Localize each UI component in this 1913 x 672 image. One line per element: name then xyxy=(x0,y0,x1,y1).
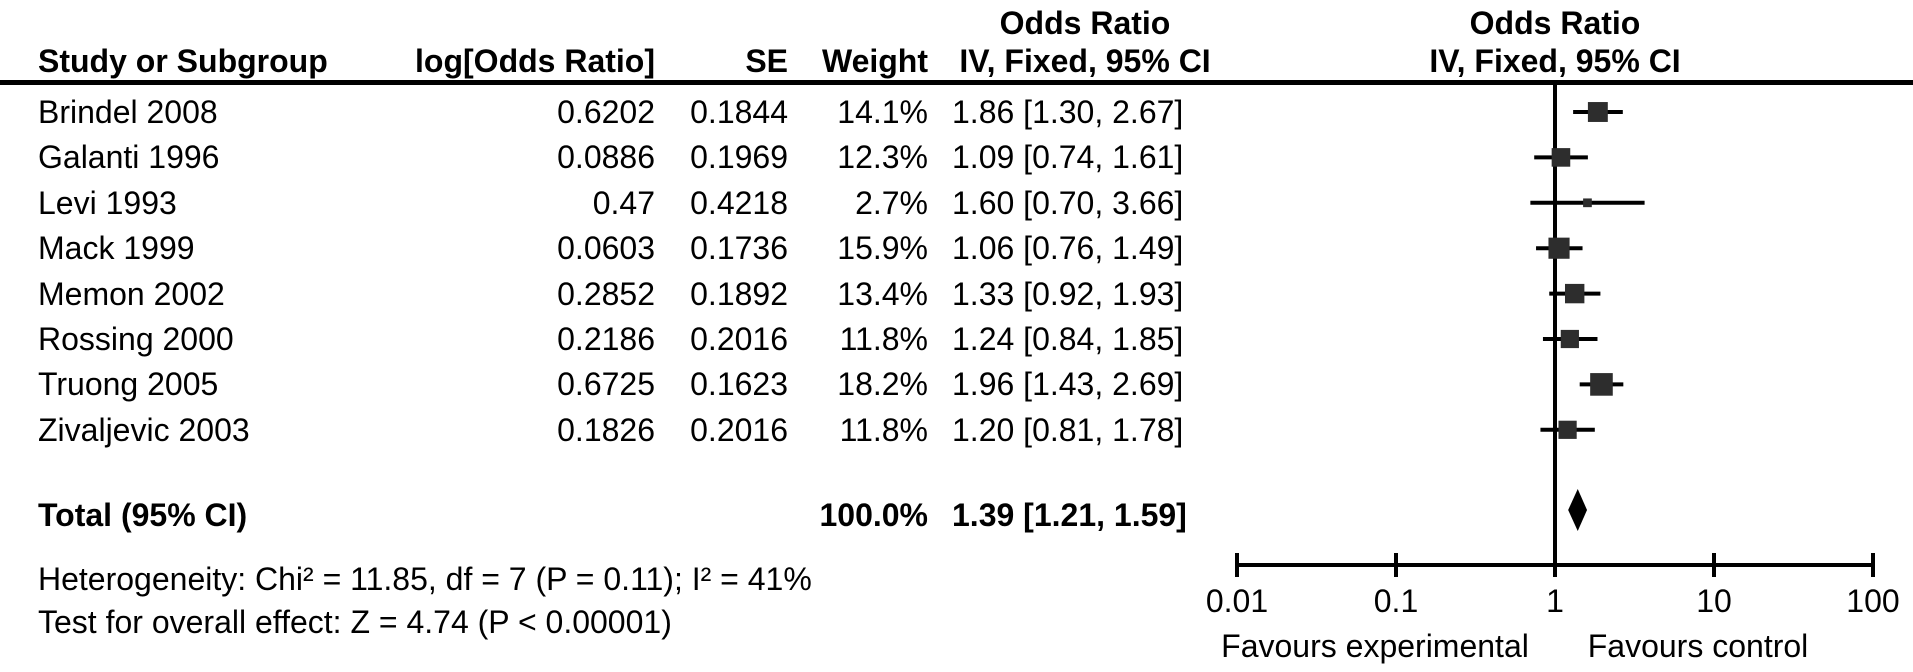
study-log-odds-ratio: 0.6725 xyxy=(557,366,655,403)
study-ci: 1.20 [0.81, 1.78] xyxy=(952,411,1184,448)
study-weight: 11.8% xyxy=(839,321,928,357)
study-row: Rossing 2000 0.2186 0.2016 11.8% 1.24 [0… xyxy=(0,318,1913,360)
odds-ratio-square xyxy=(1590,373,1613,396)
study-name: Rossing 2000 xyxy=(38,321,234,357)
odds-ratio-square xyxy=(1587,102,1608,122)
favours-control-label: Favours control xyxy=(1588,628,1809,664)
study-weight: 14.1% xyxy=(837,94,928,130)
axis-tick-label: 10 xyxy=(1696,583,1732,619)
column-header-weight: Weight xyxy=(821,43,928,79)
column-header-se: SE xyxy=(745,43,788,79)
study-name: Truong 2005 xyxy=(38,366,219,403)
study-weight: 13.4% xyxy=(837,275,928,312)
column-header-ci-text: IV, Fixed, 95% CI xyxy=(959,43,1211,79)
study-se: 0.4218 xyxy=(690,184,788,221)
study-log-odds-ratio: 0.2186 xyxy=(557,321,655,357)
odds-ratio-square xyxy=(1548,237,1570,259)
study-ci: 1.09 [0.74, 1.61] xyxy=(952,139,1184,176)
axis-tick-label: 1 xyxy=(1546,583,1564,619)
study-se: 0.1892 xyxy=(690,275,788,312)
column-header-log-odds-ratio: log[Odds Ratio] xyxy=(415,43,655,79)
axis-tick-label: 0.1 xyxy=(1374,583,1418,619)
study-se: 0.1969 xyxy=(690,139,788,176)
study-weight: 11.8% xyxy=(839,411,928,448)
study-weight: 2.7% xyxy=(855,184,928,221)
study-weight: 18.2% xyxy=(837,366,928,403)
odds-ratio-square xyxy=(1558,420,1577,439)
study-name: Mack 1999 xyxy=(38,230,195,267)
odds-ratio-square xyxy=(1560,329,1579,349)
study-name: Memon 2002 xyxy=(38,275,225,312)
study-row: Mack 1999 0.0603 0.1736 15.9% 1.06 [0.76… xyxy=(0,227,1913,269)
study-name: Brindel 2008 xyxy=(38,94,218,130)
study-row: Zivaljevic 2003 0.1826 0.2016 11.8% 1.20… xyxy=(0,409,1913,451)
total-ci: 1.39 [1.21, 1.59] xyxy=(952,497,1187,533)
total-row: Total (95% CI) 100.0% 1.39 [1.21, 1.59] xyxy=(0,494,1913,536)
total-weight: 100.0% xyxy=(819,497,928,533)
heterogeneity-stats: Heterogeneity: Chi² = 11.85, df = 7 (P =… xyxy=(38,561,812,597)
study-ci: 1.96 [1.43, 2.69] xyxy=(952,366,1184,403)
study-se: 0.2016 xyxy=(690,411,788,448)
study-log-odds-ratio: 0.1826 xyxy=(557,411,655,448)
study-log-odds-ratio: 0.0603 xyxy=(557,230,655,267)
study-ci: 1.86 [1.30, 2.67] xyxy=(952,94,1184,130)
study-log-odds-ratio: 0.0886 xyxy=(557,139,655,176)
study-row: Memon 2002 0.2852 0.1892 13.4% 1.33 [0.9… xyxy=(0,273,1913,315)
favours-experimental-label: Favours experimental xyxy=(1221,628,1529,664)
study-name: Galanti 1996 xyxy=(38,139,220,176)
total-diamond xyxy=(1568,489,1588,531)
study-log-odds-ratio: 0.47 xyxy=(592,184,655,221)
study-se: 0.1736 xyxy=(690,230,788,267)
study-weight: 15.9% xyxy=(837,230,928,267)
overall-effect-stats: Test for overall effect: Z = 4.74 (P < 0… xyxy=(38,604,672,640)
study-ci: 1.24 [0.84, 1.85] xyxy=(952,321,1184,357)
study-se: 0.1844 xyxy=(690,94,788,130)
study-ci: 1.33 [0.92, 1.93] xyxy=(952,275,1184,312)
odds-ratio-header-left: Odds Ratio xyxy=(999,5,1171,41)
study-row: Levi 1993 0.47 0.4218 2.7% 1.60 [0.70, 3… xyxy=(0,182,1913,224)
axis-tick-label: 100 xyxy=(1846,583,1899,619)
odds-ratio-square xyxy=(1551,148,1571,167)
study-se: 0.1623 xyxy=(690,366,788,403)
study-row: Galanti 1996 0.0886 0.1969 12.3% 1.09 [0… xyxy=(0,136,1913,178)
study-name: Levi 1993 xyxy=(38,184,177,221)
odds-ratio-header-right: Odds Ratio xyxy=(1469,5,1641,41)
study-log-odds-ratio: 0.6202 xyxy=(557,94,655,130)
total-label: Total (95% CI) xyxy=(38,497,248,533)
study-ci: 1.60 [0.70, 3.66] xyxy=(952,184,1184,221)
column-header-study: Study or Subgroup xyxy=(38,43,328,79)
study-ci: 1.06 [0.76, 1.49] xyxy=(952,230,1184,267)
axis-tick-label: 0.01 xyxy=(1206,583,1268,619)
odds-ratio-square xyxy=(1564,283,1585,304)
study-weight: 12.3% xyxy=(837,139,928,176)
study-se: 0.2016 xyxy=(690,321,788,357)
study-log-odds-ratio: 0.2852 xyxy=(557,275,655,312)
study-name: Zivaljevic 2003 xyxy=(38,411,250,448)
odds-ratio-square xyxy=(1583,198,1592,208)
study-row: Brindel 2008 0.6202 0.1844 14.1% 1.86 [1… xyxy=(0,91,1913,133)
study-row: Truong 2005 0.6725 0.1623 18.2% 1.96 [1.… xyxy=(0,363,1913,405)
column-header-ci-plot: IV, Fixed, 95% CI xyxy=(1429,43,1681,79)
header-divider-line xyxy=(0,80,1913,85)
